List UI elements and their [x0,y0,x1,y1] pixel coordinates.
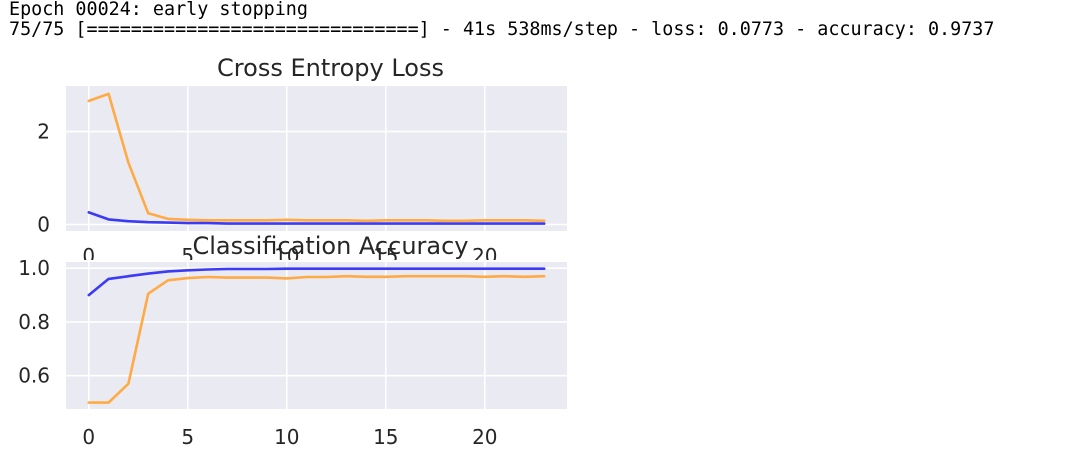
loss-x-tick-label: 20 [472,244,497,268]
accuracy-chart-title: Classification Accuracy [193,232,469,260]
loss-y-tick-label: 0 [37,212,50,236]
accuracy-x-tick-label: 10 [274,425,299,449]
accuracy-y-tick-label: 0.8 [18,310,50,334]
accuracy-plot-area [66,262,567,409]
loss-x-tick-label: 15 [373,244,398,268]
console-line-progress: 75/75 [==============================] -… [9,19,995,40]
loss-y-tick-label: 2 [37,120,50,144]
loss-x-tick-label: 0 [82,244,95,268]
accuracy-x-tick-label: 20 [472,425,497,449]
loss-chart-title: Cross Entropy Loss [217,54,444,82]
loss-plot-area [66,86,567,231]
loss-x-tick-label: 10 [274,244,299,268]
accuracy-series-blue-line [87,267,546,297]
accuracy-series-orange-line [87,274,546,404]
console-output: Epoch 00024: early stopping 75/75 [=====… [9,0,994,40]
accuracy-y-tick-label: 1.0 [18,256,50,280]
accuracy-x-tick-label: 15 [373,425,398,449]
loss-series-orange-line [87,92,546,223]
loss-x-tick-label: 5 [181,244,194,268]
accuracy-y-tick-label: 0.6 [18,364,50,388]
loss-series-blue-line [87,211,546,225]
console-line-early-stopping: Epoch 00024: early stopping [9,0,308,20]
accuracy-x-tick-label: 0 [82,425,95,449]
accuracy-x-tick-label: 5 [181,425,194,449]
